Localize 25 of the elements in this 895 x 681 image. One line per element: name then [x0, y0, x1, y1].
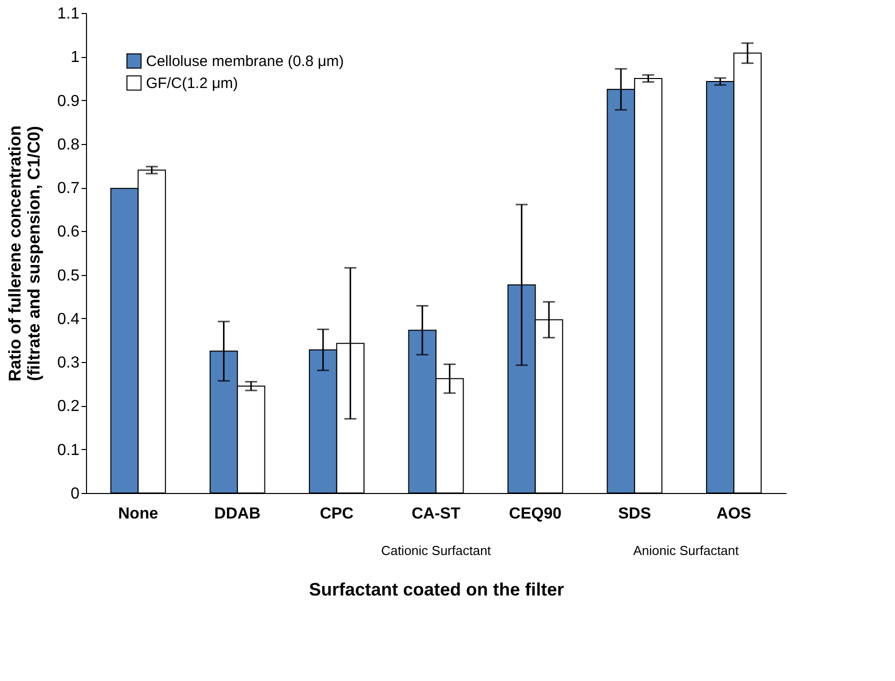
legend-label: GF/C(1.2 μm)	[146, 75, 238, 92]
y-tick-label: 1	[70, 49, 80, 66]
y-tick-label: 0.9	[57, 92, 80, 110]
y-axis-title: Ratio of fullerene concentration (filtrate and suspension, C1/C0)	[5, 126, 44, 382]
x-tick-label: CPC	[320, 506, 354, 522]
y-tick-label: 1.1	[57, 6, 80, 22]
x-tick-label: DDAB	[214, 506, 261, 522]
y-tick-label: 0.8	[57, 136, 80, 154]
y-tick-label: 0.7	[57, 180, 80, 198]
y-tick-label: 0.1	[57, 442, 80, 459]
x-tick-label: CA-ST	[412, 506, 461, 522]
y-tick-label: 0.5	[57, 267, 80, 284]
x-tick-label: CEQ90	[509, 506, 562, 522]
x-tick-label: SDS	[618, 506, 652, 522]
y-tick-label: 0.3	[57, 354, 80, 372]
legend-label: Celloluse membrane (0.8 μm)	[146, 53, 344, 70]
y-tick-label: 0	[70, 486, 80, 502]
y-tick-label: 0.4	[57, 310, 80, 328]
y-tick-label: 0.6	[57, 224, 80, 241]
text: Anionic Surfactant	[633, 543, 740, 558]
x-tick-label: None	[118, 506, 158, 522]
x-tick-label: AOS	[716, 506, 752, 522]
text: Cationic Surfactant	[381, 543, 492, 558]
y-tick-label: 0.2	[57, 398, 80, 416]
x-axis-title: Surfactant coated on the filter	[308, 580, 564, 600]
